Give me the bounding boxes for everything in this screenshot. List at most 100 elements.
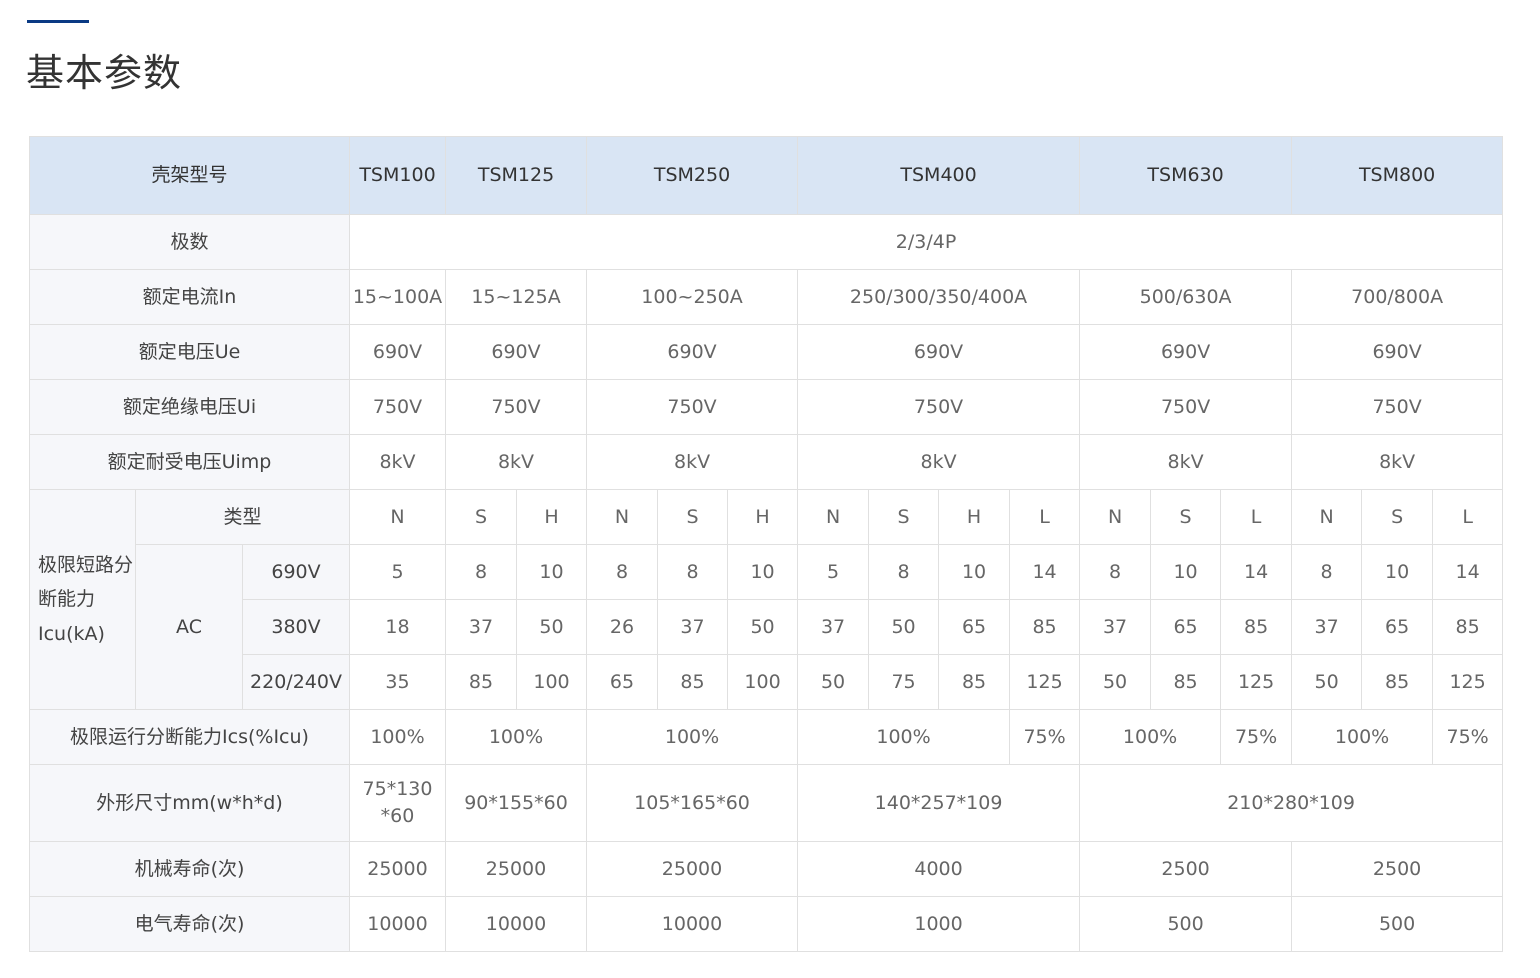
value-cell: 100% [797,709,1011,765]
value-cell: S [1361,489,1434,545]
value-cell: 690V [1079,324,1293,380]
value-cell: 2500 [1291,841,1504,897]
value-cell: 10000 [349,896,446,952]
value-cell: 10 [1150,544,1222,600]
table-row: 380V 18 37 50 26 37 50 37 50 65 85 37 65 85 37 65 85 [30,599,1504,655]
model-header-cell: TSM125 [444,136,588,215]
value-cell: 690V [444,324,588,380]
value-cell: N [1291,489,1363,545]
value-cell: 15~125A [444,269,588,325]
table-row: AC 690V 5 8 10 8 8 10 5 8 10 14 8 10 14 8 10 14 [30,544,1504,710]
value-cell: 8 [1079,544,1152,600]
table-row: 额定耐受电压Uimp 8kV 8kV 8kV 8kV 8kV 8kV [29,434,1504,490]
model-header-cell: TSM250 [586,136,799,215]
table-row: 极数 2/3/4P [29,214,1504,270]
table-row: 220/240V 35 85 100 65 85 100 50 75 85 125 50 85 125 50… [30,654,1504,710]
value-cell: 85 [445,654,517,710]
value-cell: 75% [1432,709,1504,765]
value-cell: 8 [586,544,659,600]
value-cell: 750V [586,379,799,435]
row-label-cell: 额定耐受电压Uimp [29,434,350,490]
value-cell: 750V [349,379,446,435]
value-cell: 50 [1291,654,1363,710]
value-cell: 75*130 *60 [349,764,446,842]
row-label-cell: 额定电流In [29,269,350,325]
value-cell: S [657,489,729,545]
value-cell: 1000 [797,896,1081,952]
value-cell: 500/630A [1079,269,1293,325]
value-cell: 100~250A [586,269,799,325]
value-cell: 500 [1291,896,1504,952]
value-cell: 10 [1361,544,1434,600]
value-cell: 100% [586,709,799,765]
row-label-cell: 极数 [29,214,350,270]
value-cell: 100% [444,709,588,765]
value-cell: 8kV [1291,434,1504,490]
value-cell: 2/3/4P [348,214,1504,270]
row-label-cell: 额定绝缘电压Ui [29,379,350,435]
row-label-cell: 690V [242,544,350,600]
value-cell: 85 [938,654,1011,710]
value-cell: S [1150,489,1222,545]
value-cell: 690V [1291,324,1504,380]
value-cell: 37 [445,599,517,655]
value-cell: H [727,489,799,545]
value-cell: 37 [657,599,729,655]
value-cell: 75% [1220,709,1293,765]
value-cell: 85 [657,654,729,710]
row-label-cell: 380V [242,599,350,655]
value-cell: 18 [349,599,446,655]
value-cell: L [1432,489,1504,545]
value-cell: 10000 [586,896,799,952]
model-header-cell: TSM400 [797,136,1081,215]
value-cell: 5 [349,544,446,600]
row-label-cell: 极限短路分断能力Icu(kA) [29,489,136,710]
table-header-row: 壳架型号 TSM100 TSM125 TSM250 TSM400 TSM630 TSM800 [29,136,1504,215]
table-row: 额定电流In 15~100A 15~125A 100~250A 250/300/350/… [29,269,1504,325]
value-cell: 10000 [444,896,588,952]
value-cell: 8 [868,544,940,600]
row-label-cell: 机械寿命(次) [29,841,350,897]
value-cell: 25000 [444,841,588,897]
value-cell: 26 [586,599,659,655]
value-cell: 35 [349,654,446,710]
title-accent-bar [27,20,89,23]
value-cell: 10 [727,544,799,600]
value-cell: 25000 [349,841,446,897]
value-cell: 14 [1220,544,1293,600]
table-row: 额定电压Ue 690V 690V 690V 690V 690V 690V [29,324,1504,380]
value-cell: 37 [1079,599,1152,655]
value-cell: 50 [868,599,940,655]
value-cell: 750V [1079,379,1293,435]
value-cell: 75 [868,654,940,710]
value-cell: 100 [515,654,588,710]
model-header-cell: TSM100 [349,136,446,215]
value-cell: 8kV [797,434,1081,490]
value-cell: 125 [1220,654,1293,710]
value-cell: 65 [586,654,659,710]
value-cell: 125 [1009,654,1081,710]
value-cell: 14 [1009,544,1081,600]
parameters-table: 壳架型号 TSM100 TSM125 TSM250 TSM400 TSM630 TSM800… [29,136,1504,952]
value-cell: 8kV [586,434,799,490]
table-row: 额定绝缘电压Ui 750V 750V 750V 750V 750V 750V [29,379,1504,435]
value-cell: 15~100A [349,269,446,325]
page-title: 基本参数 [26,51,183,95]
value-cell: 690V [586,324,799,380]
value-cell: 2500 [1079,841,1293,897]
value-cell: 50 [797,654,870,710]
value-cell: N [1079,489,1152,545]
value-cell: 50 [515,599,588,655]
value-cell: N [797,489,870,545]
value-cell: 125 [1432,654,1504,710]
value-cell: 210*280*109 [1079,764,1504,842]
value-cell: 75% [1009,709,1081,765]
value-cell: S [868,489,940,545]
value-cell: 50 [727,599,799,655]
value-cell: 65 [1150,599,1222,655]
value-cell: 8kV [349,434,446,490]
value-cell: 750V [797,379,1081,435]
value-cell: 50 [1079,654,1152,710]
row-label-cell: AC [135,544,243,710]
table-row: 电气寿命(次) 10000 10000 10000 1000 500 500 [29,896,1504,952]
